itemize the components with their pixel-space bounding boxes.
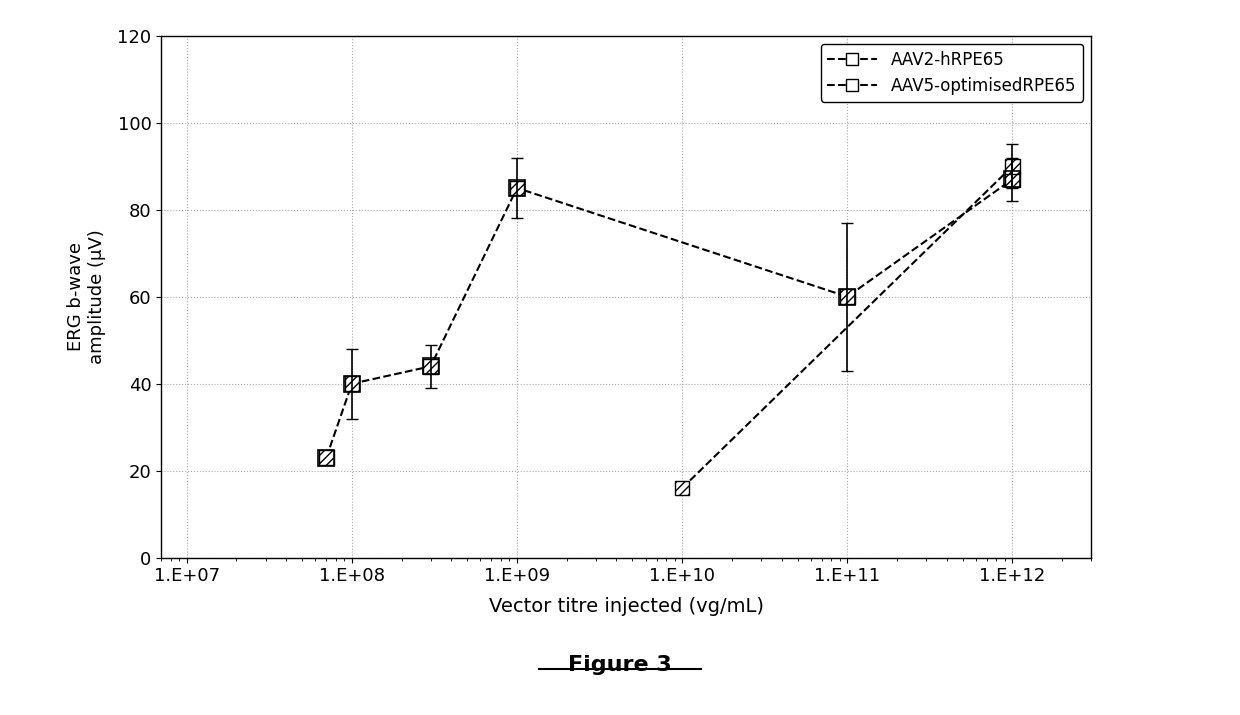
- Point: [1002, 174, 1022, 185]
- Point: [672, 483, 692, 494]
- Point: [837, 291, 857, 302]
- X-axis label: Vector titre injected (vg/mL): Vector titre injected (vg/mL): [489, 596, 764, 616]
- Point: [316, 452, 336, 463]
- Y-axis label: ERG b-wave
amplitude (μV): ERG b-wave amplitude (μV): [67, 230, 107, 364]
- Point: [507, 182, 527, 194]
- Point: [1002, 161, 1022, 172]
- Text: Figure 3: Figure 3: [568, 655, 672, 675]
- Legend: AAV2-hRPE65, AAV5-optimisedRPE65: AAV2-hRPE65, AAV5-optimisedRPE65: [821, 44, 1083, 102]
- Point: [342, 378, 362, 390]
- Point: [420, 360, 440, 372]
